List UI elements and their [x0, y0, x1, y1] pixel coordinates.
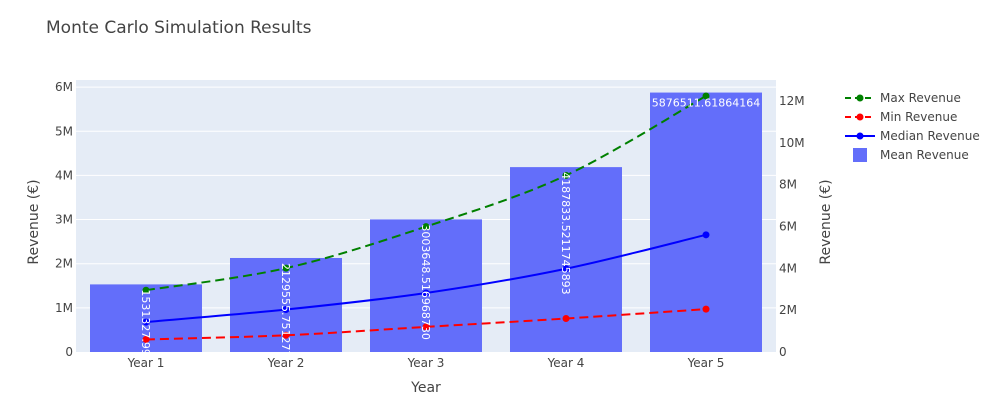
y-axis-title: Revenue (€) [26, 179, 42, 264]
y-axis-ticks: 0 1M 2M 3M 4M 5M 6M [55, 80, 73, 359]
data-point [142, 335, 150, 343]
y2-axis-title: Revenue (€) [818, 179, 834, 264]
legend[interactable]: Max Revenue Min Revenue Median Revenue Mean… [845, 91, 980, 162]
y-tick-label: 5M [55, 124, 73, 138]
legend-bar-swatch [853, 148, 867, 162]
y2-tick-label: 8M [779, 178, 797, 192]
y-tick-label: 4M [55, 168, 73, 182]
data-point [142, 286, 150, 294]
data-point [702, 231, 710, 239]
data-point [422, 223, 430, 231]
data-point [562, 315, 570, 323]
bar-data-label: 4187833.5211745893 [559, 172, 572, 294]
legend-label: Median Revenue [880, 129, 980, 143]
y-tick-label: 1M [55, 301, 73, 315]
y-tick-label: 6M [55, 80, 73, 94]
bar-data-label: 2129555.751277016 [279, 263, 292, 378]
bar-data-label: 1531327.997318607 [139, 289, 152, 404]
x-tick-label: Year 2 [267, 356, 305, 370]
y-tick-label: 3M [55, 213, 73, 227]
bar-data-label: 3003648.516968730 [419, 224, 432, 339]
legend-item[interactable]: Min Revenue [845, 110, 957, 124]
x-tick-label: Year 3 [407, 356, 445, 370]
bar-labels: 1531327.997318607 2129555.751277016 300364… [139, 97, 760, 405]
x-axis-ticks: Year 1 Year 2 Year 3 Year 4 Year 5 [127, 356, 725, 370]
y2-tick-label: 4M [779, 261, 797, 275]
legend-item[interactable]: Median Revenue [845, 129, 980, 143]
x-tick-label: Year 4 [547, 356, 585, 370]
legend-item[interactable]: Mean Revenue [853, 148, 969, 162]
series-lines [142, 92, 710, 343]
data-point [282, 264, 290, 272]
data-point [422, 323, 430, 331]
y2-tick-label: 2M [779, 303, 797, 317]
bar [650, 92, 762, 352]
y-tick-label: 2M [55, 257, 73, 271]
y-tick-label: 0 [65, 345, 73, 359]
bar-data-label: 5876511.61864164 [652, 97, 760, 110]
data-point [702, 305, 710, 313]
data-point [282, 331, 290, 339]
data-point [282, 306, 290, 314]
data-point [562, 265, 570, 273]
x-tick-label: Year 5 [687, 356, 725, 370]
legend-label: Max Revenue [880, 91, 961, 105]
legend-item[interactable]: Max Revenue [845, 91, 961, 105]
legend-label: Mean Revenue [880, 148, 969, 162]
legend-marker [856, 94, 864, 102]
y2-tick-label: 12M [779, 94, 805, 108]
x-tick-label: Year 1 [127, 356, 165, 370]
data-point [562, 171, 570, 179]
y2-tick-label: 10M [779, 136, 805, 150]
y2-tick-label: 0 [779, 345, 787, 359]
data-point [422, 289, 430, 297]
chart-title: Monte Carlo Simulation Results [46, 18, 312, 38]
legend-marker [856, 113, 864, 121]
data-point [142, 318, 150, 326]
y2-axis-ticks: 0 2M 4M 6M 8M 10M 12M [779, 94, 805, 359]
legend-marker [856, 132, 864, 140]
x-axis-title: Year [410, 380, 441, 396]
data-point [702, 92, 710, 100]
y2-tick-label: 6M [779, 219, 797, 233]
legend-label: Min Revenue [880, 110, 957, 124]
